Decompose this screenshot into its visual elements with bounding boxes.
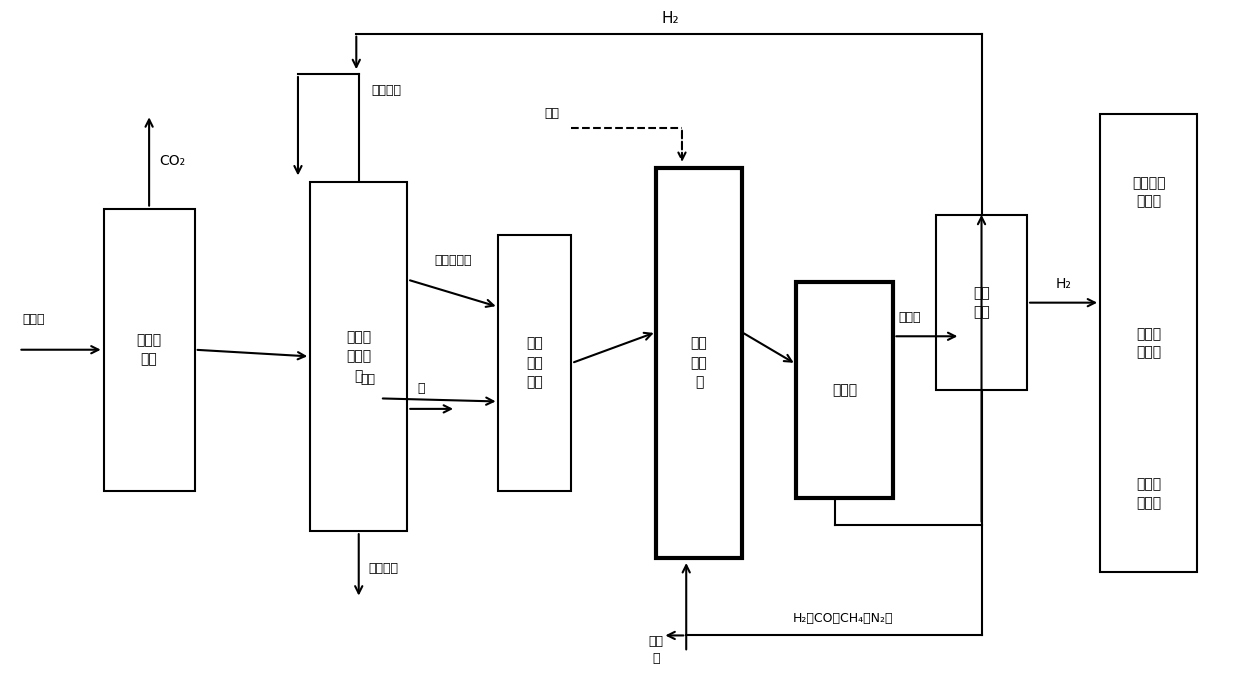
Text: 去往催化
剂还原: 去往催化 剂还原 <box>1132 176 1166 209</box>
Bar <box>656 168 742 558</box>
Bar <box>103 209 195 491</box>
Text: H₂: H₂ <box>1055 276 1071 291</box>
Text: 气体
分离: 气体 分离 <box>973 286 990 320</box>
Text: 重整
反应
器: 重整 反应 器 <box>691 337 707 390</box>
Bar <box>1100 115 1197 571</box>
Text: 废烟气: 废烟气 <box>898 311 921 324</box>
Text: 加热器: 加热器 <box>832 383 857 397</box>
Text: 费托合
成反应
器: 费托合 成反应 器 <box>346 330 371 383</box>
Text: 预重
整反
应器: 预重 整反 应器 <box>527 337 543 390</box>
Bar <box>310 182 407 531</box>
Text: 蒸汽: 蒸汽 <box>361 373 376 386</box>
Text: 原料气: 原料气 <box>22 314 45 327</box>
Text: 循环尾气: 循环尾气 <box>371 84 401 97</box>
Text: H₂: H₂ <box>661 11 680 25</box>
Text: 助燃
气: 助燃 气 <box>649 635 663 665</box>
Bar <box>498 235 572 491</box>
Text: 去往加
氢裂化: 去往加 氢裂化 <box>1136 327 1161 359</box>
Text: CO₂: CO₂ <box>159 154 185 169</box>
Bar <box>936 215 1027 390</box>
Text: 水: 水 <box>417 382 424 395</box>
Text: 变换反
应器: 变换反 应器 <box>136 333 161 366</box>
Text: 不循环尾气: 不循环尾气 <box>434 255 471 268</box>
Text: H₂、CO、CH₄、N₂等: H₂、CO、CH₄、N₂等 <box>794 613 894 626</box>
Text: 去往加
氢精制: 去往加 氢精制 <box>1136 477 1161 510</box>
Text: 蒸汽: 蒸汽 <box>544 107 559 120</box>
Bar <box>796 283 893 497</box>
Text: 烃类燃料: 烃类燃料 <box>368 562 398 575</box>
